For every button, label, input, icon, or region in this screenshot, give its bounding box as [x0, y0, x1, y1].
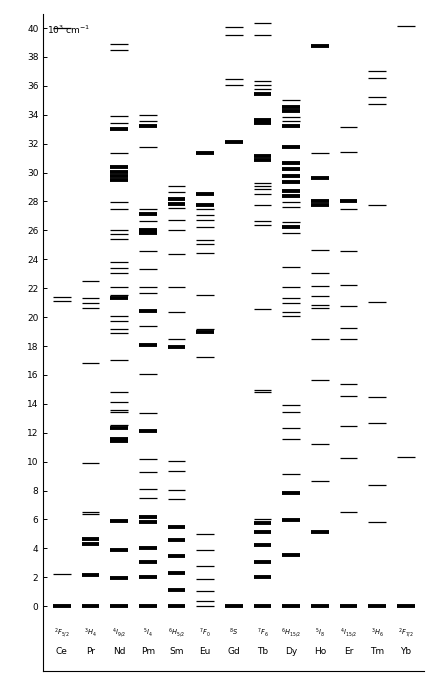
Text: $^{8}S$: $^{8}S$	[229, 626, 239, 638]
Text: Sm: Sm	[169, 647, 184, 656]
Text: $^{2}F_{7/2}$: $^{2}F_{7/2}$	[398, 626, 414, 639]
Text: Dy: Dy	[285, 647, 297, 656]
Text: Eu: Eu	[200, 647, 211, 656]
Text: $^{4}I_{9/2}$: $^{4}I_{9/2}$	[112, 626, 126, 639]
Text: Ce: Ce	[56, 647, 68, 656]
Text: Tm: Tm	[370, 647, 384, 656]
Text: $^{3}H_{4}$: $^{3}H_{4}$	[84, 626, 97, 639]
Text: $^{5}I_{4}$: $^{5}I_{4}$	[143, 626, 153, 639]
Text: Er: Er	[344, 647, 353, 656]
Text: Pr: Pr	[86, 647, 95, 656]
Text: $^{7}F_{0}$: $^{7}F_{0}$	[199, 626, 211, 639]
Text: $10^3$ cm$^{-1}$: $10^3$ cm$^{-1}$	[47, 24, 90, 36]
Text: $^{7}F_{6}$: $^{7}F_{6}$	[257, 626, 268, 639]
Text: Yb: Yb	[400, 647, 411, 656]
Text: $^{3}H_{6}$: $^{3}H_{6}$	[371, 626, 384, 639]
Text: $^{2}F_{5/2}$: $^{2}F_{5/2}$	[54, 626, 70, 639]
Text: $^{6}H_{5/2}$: $^{6}H_{5/2}$	[168, 626, 185, 639]
Text: Tb: Tb	[257, 647, 268, 656]
Text: Ho: Ho	[313, 647, 326, 656]
Text: $^{5}I_{8}$: $^{5}I_{8}$	[315, 626, 325, 639]
Text: Gd: Gd	[227, 647, 240, 656]
Text: Pm: Pm	[141, 647, 155, 656]
Text: Nd: Nd	[113, 647, 126, 656]
Text: $^{6}H_{15/2}$: $^{6}H_{15/2}$	[281, 626, 301, 639]
Text: $^{4}I_{15/2}$: $^{4}I_{15/2}$	[340, 626, 357, 639]
